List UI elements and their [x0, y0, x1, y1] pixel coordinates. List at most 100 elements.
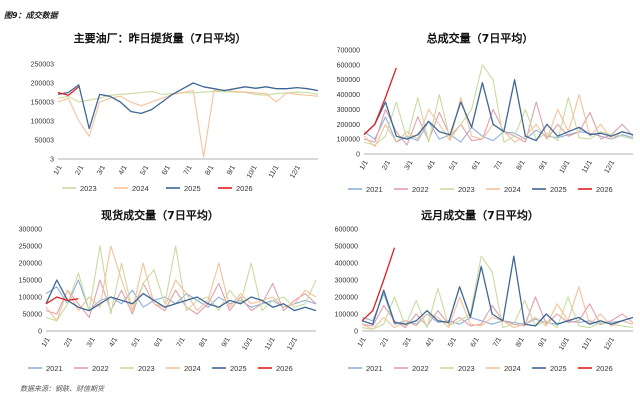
- y-tick-label: 200000: [337, 122, 360, 129]
- legend-label-2022: 2022: [92, 364, 109, 373]
- x-tick-label: 4/1: [118, 164, 129, 176]
- x-tick-label: 5/1: [131, 336, 142, 348]
- legend-label-2024: 2024: [132, 184, 149, 193]
- series-line-2025: [57, 82, 319, 130]
- x-tick-label: 4/1: [108, 336, 119, 348]
- legend-label-2023: 2023: [458, 364, 475, 373]
- x-tick-label: 8/1: [204, 164, 215, 176]
- y-tick-label: 400000: [335, 261, 358, 268]
- x-tick-label: 10/1: [559, 159, 572, 174]
- chart-total-volume: 总成交量（7日平均） 700000 600000 500000 400000 300000…: [337, 31, 634, 194]
- x-tick-label: 9/1: [537, 336, 548, 348]
- x-tick-label: 7/1: [176, 336, 187, 348]
- x-tick-label: 9/1: [226, 164, 237, 176]
- series-line-2026: [57, 86, 80, 96]
- legend-label-2023: 2023: [80, 184, 97, 193]
- x-tick-label: 8/1: [198, 336, 209, 348]
- x-tick-label: 1/1: [53, 164, 64, 176]
- y-tick-label: 150000: [19, 278, 42, 285]
- y-tick-label: 600000: [335, 227, 358, 234]
- x-tick-label: 4/1: [425, 336, 436, 348]
- x-tick-label: 12/1: [603, 336, 616, 351]
- y-tick-label: 400000: [337, 92, 360, 99]
- y-tick-label: 300000: [335, 278, 358, 285]
- y-tick-label: 700000: [337, 48, 360, 55]
- chart-forward-volume: 远月成交量（7日平均） 600000 500000 400000 300000 20000…: [335, 208, 634, 373]
- chart-title: 主要油厂：昨日提货量（7日平均）: [74, 31, 247, 45]
- x-tick-label: 8/1: [515, 336, 526, 348]
- x-tick-label: 12/1: [286, 336, 299, 351]
- legend-label-2023: 2023: [458, 185, 475, 194]
- legend-label-2021: 2021: [366, 185, 383, 194]
- y-tick-label: 0: [38, 329, 42, 336]
- x-tick-label: 7/1: [492, 336, 503, 348]
- x-tick-label: 6/1: [470, 336, 481, 348]
- x-tick-label: 10/1: [246, 164, 259, 179]
- series-line-2025: [361, 255, 634, 327]
- x-tick-label: 1/1: [41, 336, 52, 348]
- legend-label-2025: 2025: [550, 185, 567, 194]
- series-line-2024: [57, 89, 319, 158]
- x-tick-label: 11/1: [264, 336, 277, 351]
- x-tick-label: 2/1: [381, 159, 392, 171]
- chart-title: 总成交量（7日平均）: [427, 31, 534, 45]
- legend-label-2025: 2025: [230, 364, 247, 373]
- series-line-2023: [45, 245, 317, 322]
- legend-label-2024: 2024: [184, 364, 201, 373]
- x-tick-label: 7/1: [183, 164, 194, 176]
- legend-label-2023: 2023: [138, 364, 155, 373]
- y-tick-label: 3: [50, 157, 54, 164]
- x-tick-label: 6/1: [471, 159, 482, 171]
- x-tick-label: 3/1: [86, 336, 97, 348]
- x-tick-label: 1/1: [359, 159, 370, 171]
- chart-title: 现货成交量（7日平均）: [101, 208, 219, 222]
- y-tick-label: 200000: [335, 295, 358, 302]
- x-tick-label: 8/1: [516, 159, 527, 171]
- chart-title: 远月成交量（7日平均）: [421, 208, 539, 222]
- legend-label-2025: 2025: [184, 184, 201, 193]
- series-line-2023: [361, 255, 634, 330]
- x-tick-label: 2/1: [63, 336, 74, 348]
- y-tick-label: 500000: [335, 244, 358, 251]
- y-tick-label: 150003: [31, 100, 54, 107]
- legend-label-2026: 2026: [596, 364, 613, 373]
- x-tick-label: 2/1: [74, 164, 85, 176]
- legend-label-2021: 2021: [366, 364, 383, 373]
- legend-label-2024: 2024: [504, 364, 521, 373]
- x-tick-label: 1/1: [357, 336, 368, 348]
- y-tick-label: 100000: [337, 137, 360, 144]
- x-tick-label: 6/1: [153, 336, 164, 348]
- y-tick-label: 50003: [35, 138, 55, 145]
- x-tick-label: 3/1: [402, 336, 413, 348]
- x-tick-label: 11/1: [268, 164, 281, 179]
- series-line-2025: [45, 279, 317, 312]
- x-tick-label: 3/1: [404, 159, 415, 171]
- series-line-2026: [361, 247, 396, 322]
- legend-label-2022: 2022: [412, 364, 429, 373]
- x-tick-label: 12/1: [289, 164, 302, 179]
- series-line-2026: [363, 67, 397, 136]
- series-line-2022: [361, 296, 634, 329]
- x-tick-label: 11/1: [581, 159, 594, 174]
- figure-label: 图9：成交数据: [4, 11, 58, 20]
- x-tick-label: 10/1: [558, 336, 571, 351]
- y-tick-label: 100000: [335, 312, 358, 319]
- legend-label-2026: 2026: [236, 184, 253, 193]
- x-tick-label: 12/1: [603, 159, 616, 174]
- y-tick-label: 300000: [19, 227, 42, 234]
- series-line-2023: [363, 64, 634, 146]
- y-tick-label: 100003: [31, 119, 54, 126]
- x-tick-label: 4/1: [426, 159, 437, 171]
- y-tick-label: 500000: [337, 77, 360, 84]
- y-tick-label: 300000: [337, 107, 360, 114]
- series-line-2022: [45, 279, 317, 318]
- series-line-2025: [363, 79, 634, 142]
- legend-label-2025: 2025: [550, 364, 567, 373]
- y-tick-label: 0: [356, 152, 360, 159]
- y-tick-label: 250003: [31, 62, 54, 69]
- data-source-note: 数据来源：钢联、财信期货: [20, 385, 104, 393]
- legend-label-2024: 2024: [504, 185, 521, 194]
- y-tick-label: 250000: [19, 244, 42, 251]
- x-tick-label: 11/1: [581, 336, 594, 351]
- legend-label-2022: 2022: [412, 185, 429, 194]
